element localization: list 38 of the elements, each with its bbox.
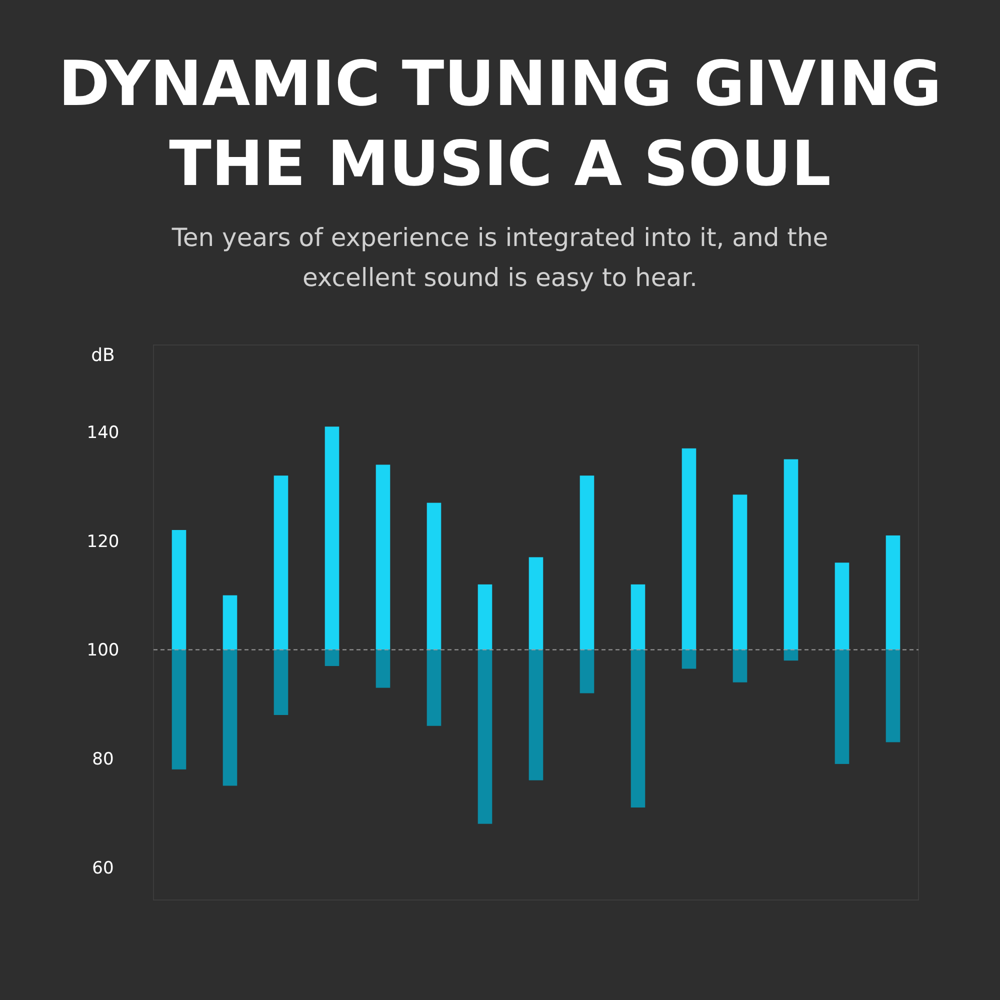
bar [886, 650, 900, 742]
bar [834, 650, 850, 764]
y-tick-label: 140 [86, 423, 120, 444]
y-axis-title: dB [91, 345, 115, 366]
bar [732, 494, 748, 650]
bar [528, 557, 544, 650]
bar [886, 535, 900, 650]
bar [784, 650, 798, 661]
bar [784, 459, 798, 650]
bar [580, 476, 594, 650]
chart-title: DYNAMIC TUNING GIVING THE MUSIC A SOUL [58, 47, 942, 200]
bar [682, 448, 696, 650]
bar [732, 650, 748, 682]
chart-subtitle: Ten years of experience is integrated into it, and the excellent sound is easy to hear. [170, 223, 828, 292]
bar [274, 650, 288, 715]
bar [222, 650, 238, 786]
bar [172, 530, 186, 650]
bar [580, 650, 594, 694]
bar [630, 584, 646, 650]
bar [324, 650, 340, 666]
bar [682, 650, 696, 669]
y-tick-label: 80 [92, 749, 114, 770]
y-tick-label: 120 [86, 532, 120, 552]
bar [528, 650, 544, 780]
bar [324, 426, 340, 650]
bar [478, 650, 492, 824]
bar [478, 584, 492, 650]
bar [426, 502, 442, 650]
y-tick-label: 60 [92, 858, 114, 878]
bar [274, 476, 288, 650]
bar [834, 562, 850, 650]
bar [376, 650, 390, 688]
y-tick-label: 100 [86, 640, 120, 661]
bar [630, 650, 646, 808]
bar [172, 650, 186, 770]
bar [426, 650, 442, 726]
bar [222, 595, 238, 650]
bar [376, 464, 390, 650]
